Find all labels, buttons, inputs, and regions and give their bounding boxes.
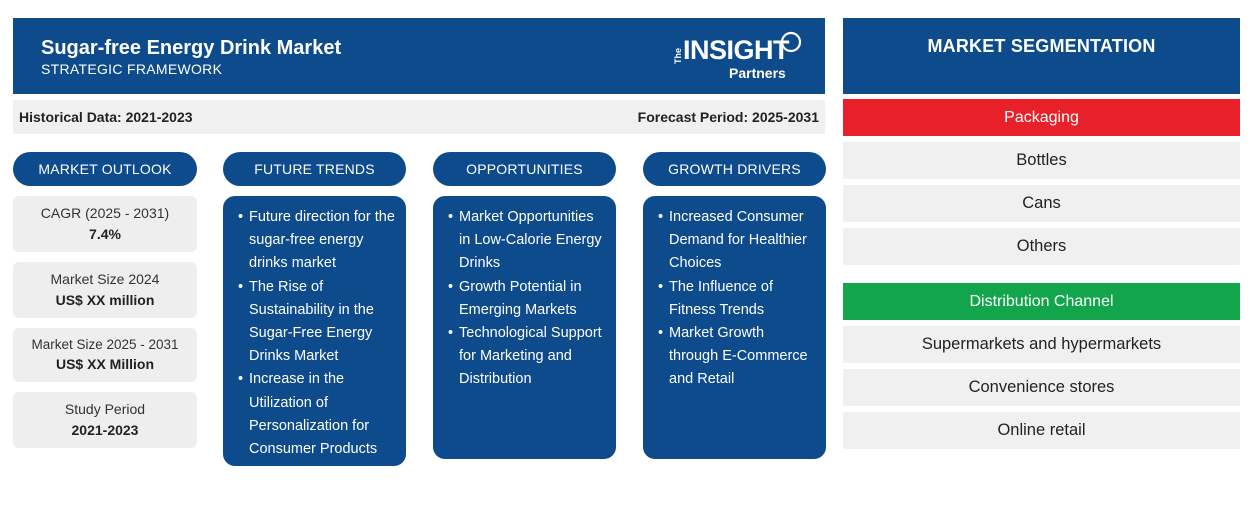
stat-label: Study Period [64,401,146,417]
logo-insight-text: INSIGHT [683,35,790,65]
trend-item: Increase in the Utilization of Personali… [238,368,396,461]
historical-data: Historical Data: 2021-2023 [19,109,193,125]
opportunity-item: Technological Support for Marketing and … [448,322,606,392]
market-outlook-header: MARKET OUTLOOK [13,152,197,186]
growth-drivers-header: GROWTH DRIVERS [643,152,826,186]
segment-packaging: Packaging [843,99,1240,136]
opportunities-header: OPPORTUNITIES [433,152,616,186]
report-subtitle: STRATEGIC FRAMEWORK [41,61,223,77]
stat-value: US$ XX Million [55,356,154,372]
report-header: Sugar-free Energy Drink Market STRATEGIC… [13,18,825,94]
period-bar: Historical Data: 2021-2023 Forecast Peri… [13,100,825,134]
opportunity-item: Market Opportunities in Low-Calorie Ener… [448,206,606,276]
market-size-2024-box: Market Size 2024 US$ XX million [13,262,197,318]
driver-item: Market Growth through E-Commerce and Ret… [658,322,816,392]
stat-label: CAGR (2025 - 2031) [40,205,170,221]
market-segmentation-header: MARKET SEGMENTATION [843,18,1240,94]
driver-item: Increased Consumer Demand for Healthier … [658,206,816,276]
segment-item: Cans [843,185,1240,222]
opportunities-card: Market Opportunities in Low-Calorie Ener… [433,196,616,459]
stat-value: 2021-2023 [71,422,139,438]
logo-partners-text: Partners [729,65,786,81]
driver-item: The Influence of Fitness Trends [658,276,816,322]
report-title: Sugar-free Energy Drink Market [41,37,342,59]
trend-item: The Rise of Sustainability in the Sugar-… [238,276,396,369]
logo-the-text: The [673,47,683,64]
segment-item: Bottles [843,142,1240,179]
forecast-period: Forecast Period: 2025-2031 [637,109,819,125]
study-period-box: Study Period 2021-2023 [13,392,197,448]
segment-item: Online retail [843,412,1240,449]
stat-label: Market Size 2025 - 2031 [31,337,179,352]
future-trends-card: Future direction for the sugar-free ener… [223,196,406,466]
logo-ring-icon [780,31,802,53]
growth-drivers-card: Increased Consumer Demand for Healthier … [643,196,826,459]
trend-item: Future direction for the sugar-free ener… [238,206,396,276]
segment-item: Supermarkets and hypermarkets [843,326,1240,363]
opportunity-item: Growth Potential in Emerging Markets [448,276,606,322]
insight-partners-logo: The INSIGHT Partners [673,30,803,86]
stat-label: Market Size 2024 [50,271,160,287]
stat-value: US$ XX million [55,292,155,308]
stat-value: 7.4% [89,226,121,242]
segment-distribution-channel: Distribution Channel [843,283,1240,320]
segment-item: Others [843,228,1240,265]
segment-item: Convenience stores [843,369,1240,406]
future-trends-header: FUTURE TRENDS [223,152,406,186]
cagr-box: CAGR (2025 - 2031) 7.4% [13,196,197,252]
market-size-forecast-box: Market Size 2025 - 2031 US$ XX Million [13,328,197,382]
